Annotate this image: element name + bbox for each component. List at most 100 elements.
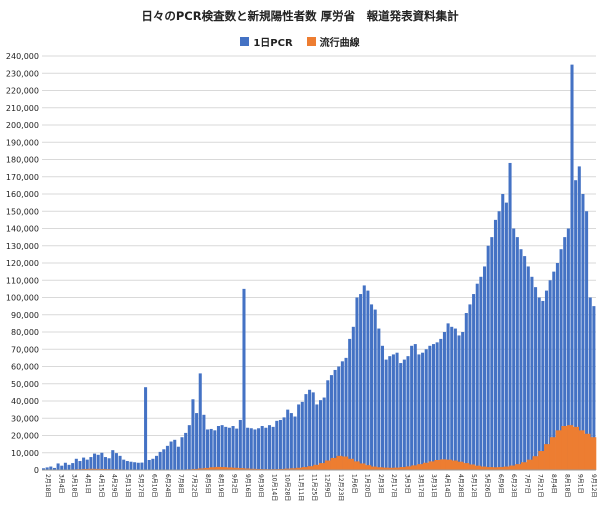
x-tick-label: 12月9日 (324, 474, 331, 497)
pcr-bar (74, 458, 78, 470)
pcr-bar (202, 414, 206, 470)
pcr-bar (180, 437, 184, 470)
positive-bar (342, 456, 349, 470)
positive-bar (561, 426, 568, 470)
x-tick-label: 4月29日 (111, 474, 118, 497)
x-tick-label: 9月1日 (577, 474, 584, 494)
pcr-bar (85, 459, 89, 470)
pcr-bar (417, 354, 421, 470)
pcr-bar (384, 359, 388, 470)
y-tick-label: 110,000 (6, 276, 39, 285)
positive-bar (572, 426, 579, 470)
pcr-bar (468, 304, 472, 470)
legend-item-positive: 流行曲線 (306, 34, 360, 49)
pcr-bar (52, 467, 56, 470)
pcr-bar (111, 450, 115, 470)
x-tick-label: 6月24日 (164, 474, 171, 497)
x-tick-label: 5月27日 (137, 474, 144, 497)
pcr-bar (461, 332, 465, 470)
pcr-bar (348, 338, 352, 470)
y-tick-label: 190,000 (6, 138, 39, 147)
pcr-bar (235, 428, 239, 470)
x-tick-label: 12月23日 (337, 474, 344, 501)
y-tick-label: 30,000 (11, 414, 39, 423)
y-tick-label: 200,000 (6, 121, 39, 130)
x-tick-label: 4月14日 (444, 474, 451, 497)
x-tick-label: 5月12日 (470, 474, 477, 497)
pcr-bar (162, 449, 166, 470)
pcr-bar (169, 441, 173, 470)
pcr-bar (475, 283, 479, 470)
pcr-bar (457, 335, 461, 470)
positive-bar (99, 468, 106, 470)
pcr-bar (78, 461, 82, 470)
positive-bar (440, 459, 447, 470)
pcr-bar (96, 454, 100, 470)
y-tick-label: 60,000 (11, 363, 39, 372)
pcr-bar (555, 263, 559, 470)
x-tick-label: 6月10日 (151, 474, 158, 497)
x-tick-label: 10月28日 (284, 474, 291, 501)
positive-bar (370, 466, 378, 470)
pcr-bar (526, 266, 530, 470)
pcr-bar (490, 237, 494, 470)
positive-bar (295, 467, 302, 470)
pcr-bar (544, 290, 549, 470)
pcr-bar (592, 306, 596, 470)
pcr-bar (118, 455, 122, 470)
pcr-bar (446, 323, 450, 470)
y-tick-label: 70,000 (11, 345, 39, 354)
positive-bar (82, 468, 89, 470)
legend-label-positive: 流行曲線 (319, 38, 360, 49)
pcr-bar (413, 344, 417, 470)
x-tick-label: 6月23日 (510, 474, 517, 497)
positive-bar (388, 467, 395, 470)
pcr-bar (257, 428, 261, 470)
y-tick-label: 120,000 (6, 259, 39, 268)
x-tick-label: 8月19日 (217, 474, 224, 497)
y-tick-label: 230,000 (6, 69, 39, 78)
pcr-bar (504, 202, 508, 470)
positive-bar (486, 467, 493, 470)
pcr-bar (195, 413, 199, 470)
pcr-bar (326, 380, 330, 470)
positive-bar (526, 459, 533, 470)
positive-bar (428, 461, 435, 470)
positive-bar (209, 467, 216, 470)
pcr-bar (275, 420, 279, 470)
pcr-bar (246, 427, 250, 470)
pcr-bar (173, 439, 177, 470)
positive-bar (532, 456, 539, 470)
pcr-bar (231, 426, 235, 470)
pcr-bar (512, 228, 516, 470)
legend-item-pcr: 1日PCR (240, 34, 293, 49)
pcr-bar (93, 453, 97, 470)
y-tick-label: 80,000 (11, 328, 39, 337)
pcr-bar (198, 373, 202, 470)
pcr-bar (136, 462, 140, 470)
positive-bar (347, 458, 354, 470)
positive-bar (469, 464, 476, 470)
positive-bar (445, 459, 453, 470)
pcr-bar (581, 194, 585, 470)
pcr-bar (304, 394, 308, 470)
pcr-bar (100, 452, 104, 470)
pcr-bar (213, 430, 217, 470)
y-tick-label: 10,000 (11, 449, 39, 458)
positive-bar (405, 466, 412, 470)
pcr-bar (129, 461, 133, 470)
positive-bar (192, 468, 199, 470)
x-tick-label: 10月14日 (270, 474, 277, 501)
pcr-bar (497, 211, 501, 470)
positive-bar (509, 465, 516, 470)
pcr-bar (191, 399, 195, 470)
positive-bar (411, 465, 418, 470)
pcr-bar (501, 194, 505, 470)
pcr-bar (151, 458, 155, 470)
pcr-bar (464, 313, 468, 470)
pcr-bar (337, 366, 341, 470)
pcr-bar (206, 429, 210, 470)
pcr-bar (355, 297, 359, 470)
x-tick-label: 1月20日 (364, 474, 371, 497)
